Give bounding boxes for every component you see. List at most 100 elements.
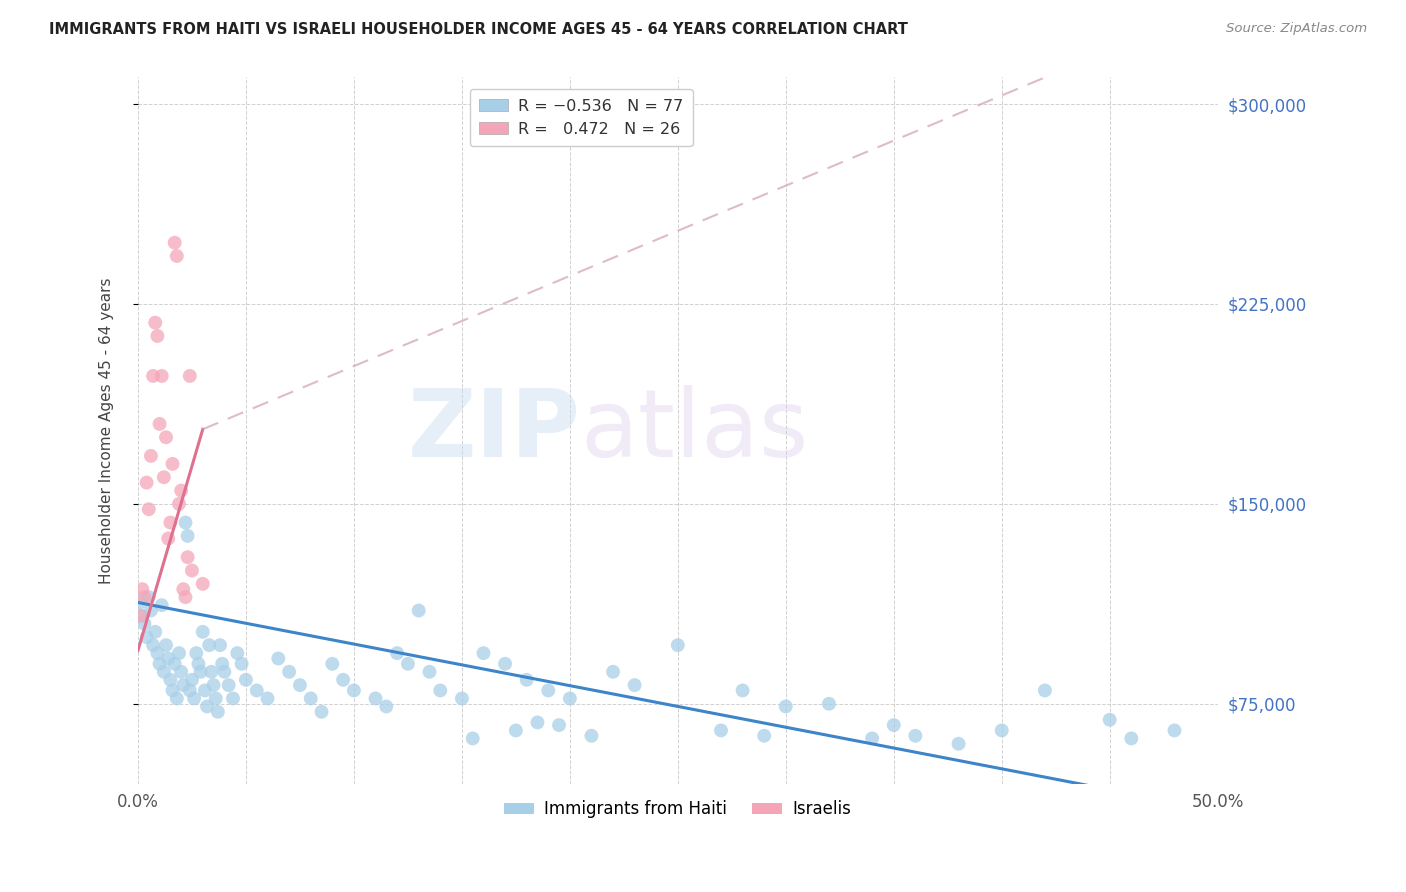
Text: ZIP: ZIP — [408, 384, 581, 476]
Point — [167, 497, 190, 511]
Point — [472, 646, 495, 660]
Point — [396, 657, 419, 671]
Point — [666, 638, 689, 652]
Point — [299, 691, 322, 706]
Point — [818, 697, 841, 711]
Point — [134, 616, 156, 631]
Point — [159, 673, 181, 687]
Point — [191, 577, 214, 591]
Point — [516, 673, 538, 687]
Point — [163, 235, 186, 250]
Legend: Immigrants from Haiti, Israelis: Immigrants from Haiti, Israelis — [498, 794, 858, 825]
Point — [148, 417, 170, 431]
Point — [375, 699, 398, 714]
Point — [191, 624, 214, 639]
Point — [754, 729, 776, 743]
Point — [194, 683, 217, 698]
Point — [179, 368, 201, 383]
Point — [860, 731, 883, 746]
Point — [146, 329, 169, 343]
Point — [153, 665, 176, 679]
Point — [138, 502, 160, 516]
Point — [167, 646, 190, 660]
Point — [332, 673, 354, 687]
Point — [208, 638, 231, 652]
Point — [166, 691, 188, 706]
Point — [256, 691, 278, 706]
Point — [138, 590, 160, 604]
Point — [176, 529, 198, 543]
Point — [170, 665, 193, 679]
Point — [135, 475, 157, 490]
Point — [385, 646, 408, 660]
Point — [494, 657, 516, 671]
Point — [883, 718, 905, 732]
Point — [558, 691, 581, 706]
Point — [183, 691, 205, 706]
Point — [267, 651, 290, 665]
Point — [288, 678, 311, 692]
Point — [1121, 731, 1143, 746]
Y-axis label: Householder Income Ages 45 - 64 years: Householder Income Ages 45 - 64 years — [100, 277, 114, 584]
Point — [131, 582, 153, 597]
Point — [186, 646, 208, 660]
Point — [150, 598, 173, 612]
Point — [207, 705, 229, 719]
Point — [181, 564, 204, 578]
Point — [142, 638, 165, 652]
Point — [948, 737, 970, 751]
Point — [155, 638, 177, 652]
Point — [198, 638, 221, 652]
Point — [176, 550, 198, 565]
Point — [211, 657, 233, 671]
Point — [581, 729, 603, 743]
Point — [143, 624, 166, 639]
Point — [155, 430, 177, 444]
Point — [990, 723, 1012, 738]
Point — [170, 483, 193, 498]
Point — [131, 608, 153, 623]
Point — [451, 691, 474, 706]
Point — [129, 608, 152, 623]
Point — [623, 678, 645, 692]
Point — [139, 449, 162, 463]
Point — [134, 590, 156, 604]
Point — [231, 657, 253, 671]
Point — [179, 683, 201, 698]
Point — [129, 595, 152, 609]
Point — [214, 665, 236, 679]
Point — [1163, 723, 1185, 738]
Point — [150, 368, 173, 383]
Point — [235, 673, 257, 687]
Point — [159, 516, 181, 530]
Point — [278, 665, 301, 679]
Point — [172, 582, 194, 597]
Point — [537, 683, 560, 698]
Point — [143, 316, 166, 330]
Point — [195, 699, 218, 714]
Point — [163, 657, 186, 671]
Point — [200, 665, 222, 679]
Point — [148, 657, 170, 671]
Point — [505, 723, 527, 738]
Point — [172, 678, 194, 692]
Point — [153, 470, 176, 484]
Point — [1033, 683, 1056, 698]
Text: Source: ZipAtlas.com: Source: ZipAtlas.com — [1226, 22, 1367, 36]
Point — [731, 683, 754, 698]
Point — [364, 691, 387, 706]
Point — [602, 665, 624, 679]
Point — [157, 651, 180, 665]
Point — [1098, 713, 1121, 727]
Point — [343, 683, 366, 698]
Text: atlas: atlas — [581, 384, 808, 476]
Point — [181, 673, 204, 687]
Point — [139, 603, 162, 617]
Point — [408, 603, 430, 617]
Point — [162, 683, 184, 698]
Point — [429, 683, 451, 698]
Point — [174, 516, 197, 530]
Point — [226, 646, 249, 660]
Point — [166, 249, 188, 263]
Point — [202, 678, 225, 692]
